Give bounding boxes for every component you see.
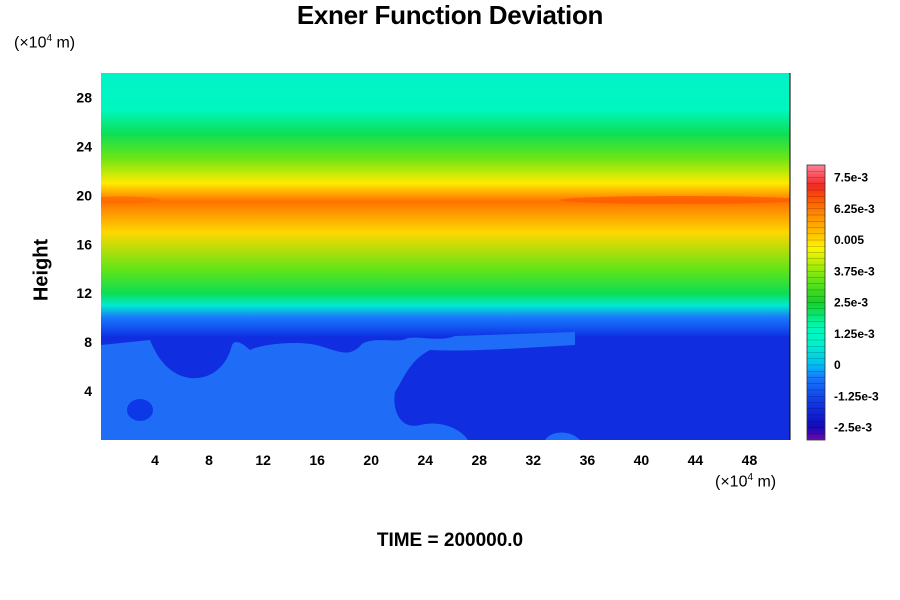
colorbar-tick-label: -1.25e-3 — [834, 389, 879, 403]
time-label: TIME = 200000.0 — [376, 530, 524, 551]
colorbar-tick-label: 2.5e-3 — [834, 296, 868, 310]
x-tick-label: 40 — [634, 452, 650, 468]
plot-area — [101, 73, 791, 440]
x-tick-label: 12 — [255, 452, 271, 468]
colorbar-tick-label: 7.5e-3 — [834, 171, 868, 185]
x-tick-label: 20 — [363, 452, 379, 468]
x-tick-label: 8 — [205, 452, 213, 468]
x-axis-ticks: 4 8 12 16 20 24 28 32 36 40 44 48 — [151, 452, 757, 468]
contour-minimum — [127, 399, 153, 421]
y-tick-label: 8 — [84, 334, 92, 350]
x-tick-label: 36 — [580, 452, 596, 468]
colorbar-tick-label: 1.25e-3 — [834, 327, 875, 341]
y-tick-label: 16 — [76, 236, 92, 252]
contour-lighter-region — [101, 332, 575, 440]
colorbar-tick-label: 0.005 — [834, 233, 864, 247]
colorbar-tick-label: -2.5e-3 — [834, 421, 872, 435]
x-tick-label: 44 — [688, 452, 704, 468]
y-tick-label: 24 — [76, 138, 92, 154]
y-tick-label: 28 — [76, 89, 92, 105]
y-tick-label: 20 — [76, 187, 92, 203]
y-tick-label: 12 — [76, 285, 92, 301]
x-tick-label: 32 — [526, 452, 542, 468]
contour-lighter-bottom — [165, 427, 205, 440]
contour-max-band-left — [101, 196, 160, 204]
x-tick-label: 48 — [742, 452, 758, 468]
colorbar-tick-label: 0 — [834, 358, 841, 372]
x-tick-label: 16 — [309, 452, 325, 468]
contour-lighter-bottom-3 — [545, 432, 580, 440]
colorbar: 7.5e-3 6.25e-3 0.005 3.75e-3 2.5e-3 1.25e-3 0 -… — [806, 164, 879, 441]
colorbar-ticks: 7.5e-3 6.25e-3 0.005 3.75e-3 2.5e-3 1.25e-3 0 -… — [834, 171, 879, 435]
colorbar-band-lines — [807, 171, 825, 434]
colorbar-tick-label: 3.75e-3 — [834, 264, 875, 278]
contour-dot — [291, 372, 303, 382]
x-tick-label: 4 — [151, 452, 159, 468]
contour-max-band-right — [560, 196, 790, 204]
y-tick-label: 4 — [84, 383, 92, 399]
colorbar-scale — [806, 164, 826, 441]
x-tick-label: 28 — [471, 452, 487, 468]
y-axis-unit: (×104 m) — [14, 33, 76, 52]
chart-title: Exner Function Deviation — [296, 0, 604, 30]
y-axis-ticks: 4 8 12 16 20 24 28 — [76, 89, 92, 399]
contour-lighter-bottom-2 — [255, 431, 305, 440]
colorbar-tick-label: 6.25e-3 — [834, 202, 875, 216]
contour-lighter-patch — [350, 369, 395, 424]
x-axis-unit: (×104 m) — [715, 472, 777, 491]
x-tick-label: 24 — [417, 452, 433, 468]
contour-blobs — [101, 196, 790, 440]
